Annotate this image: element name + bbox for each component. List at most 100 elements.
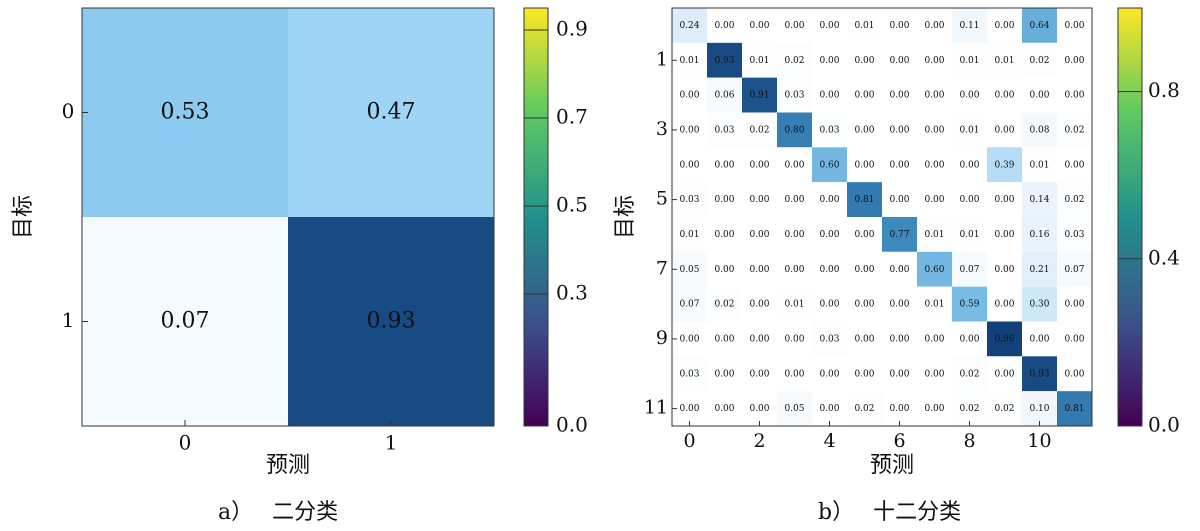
cell-label: 0.14 bbox=[1029, 195, 1049, 205]
cell-label: 0.00 bbox=[1064, 160, 1084, 170]
heatmap-cell bbox=[672, 286, 707, 322]
heatmap-cell bbox=[777, 112, 812, 148]
heatmap-cell bbox=[672, 217, 707, 252]
x-tick-label: 10 bbox=[1027, 430, 1051, 452]
heatmap-cell bbox=[882, 251, 917, 287]
heatmap-cell bbox=[1057, 391, 1092, 426]
cell-label: 0.00 bbox=[749, 404, 769, 414]
cell-label: 0.00 bbox=[994, 21, 1014, 31]
cell-label: 0.02 bbox=[714, 300, 734, 310]
heatmap-cell bbox=[707, 391, 742, 426]
cell-label: 0.00 bbox=[959, 160, 979, 170]
cell-label: 0.00 bbox=[854, 300, 874, 310]
cell-label: 0.00 bbox=[959, 91, 979, 101]
cell-label: 0.00 bbox=[714, 404, 734, 414]
cell-label: 0.01 bbox=[749, 56, 769, 66]
heatmap-cell bbox=[812, 77, 847, 113]
heatmap-cell bbox=[1057, 356, 1092, 392]
heatmap-cell bbox=[952, 77, 987, 113]
cell-label: 0.00 bbox=[854, 160, 874, 170]
y-tick-label: 1 bbox=[62, 308, 75, 332]
cell-label: 0.07 bbox=[1064, 265, 1084, 275]
cell-label: 0.00 bbox=[749, 334, 769, 344]
heatmap-cell bbox=[707, 321, 742, 357]
cell-label: 0.00 bbox=[889, 56, 909, 66]
cell-label: 0.00 bbox=[784, 265, 804, 275]
heatmap-cell bbox=[987, 8, 1022, 43]
heatmap-cell bbox=[777, 42, 812, 78]
cell-label: 0.00 bbox=[994, 300, 1014, 310]
cell-label: 0.00 bbox=[819, 21, 839, 31]
cell-label: 0.93 bbox=[1029, 369, 1049, 379]
x-tick-label: 6 bbox=[893, 430, 905, 452]
cell-label: 0.01 bbox=[784, 300, 804, 310]
cell-label: 0.00 bbox=[854, 334, 874, 344]
x-tick-label: 1 bbox=[385, 431, 398, 455]
heatmap-cell bbox=[812, 182, 847, 217]
cell-label: 0.00 bbox=[924, 404, 944, 414]
heatmap-cell bbox=[812, 217, 847, 252]
heatmap-cell bbox=[1057, 147, 1092, 183]
caption-a-title: 二分类 bbox=[272, 500, 339, 525]
cell-label: 0.05 bbox=[679, 265, 699, 275]
cell-label: 0.00 bbox=[749, 230, 769, 240]
heatmap-cell bbox=[882, 77, 917, 113]
heatmap-cell bbox=[1022, 112, 1057, 148]
heatmap-cell bbox=[812, 112, 847, 148]
caption-b: b） 十二分类 bbox=[818, 494, 961, 526]
heatmap-cell bbox=[952, 182, 987, 217]
heatmap-cell bbox=[672, 8, 707, 43]
cell-label: 0.00 bbox=[889, 195, 909, 205]
cell-label: 0.00 bbox=[854, 265, 874, 275]
cell-label: 0.00 bbox=[819, 265, 839, 275]
heatmap-cell bbox=[847, 286, 882, 322]
heatmap-cell bbox=[742, 286, 777, 322]
cell-label: 0.05 bbox=[784, 404, 804, 414]
heatmap-cell bbox=[742, 217, 777, 252]
heatmap-cell bbox=[777, 321, 812, 357]
cell-label: 0.07 bbox=[161, 309, 210, 334]
heatmap-cell bbox=[917, 112, 952, 148]
cell-label: 0.60 bbox=[924, 265, 944, 275]
x-axis-label: 预测 bbox=[266, 453, 310, 478]
cell-label: 0.00 bbox=[714, 369, 734, 379]
cell-label: 0.00 bbox=[784, 21, 804, 31]
heatmap-cell bbox=[812, 42, 847, 78]
heatmap-cell bbox=[882, 321, 917, 357]
cell-label: 0.02 bbox=[749, 125, 769, 135]
cell-label: 0.91 bbox=[749, 91, 769, 101]
cell-label: 0.00 bbox=[959, 334, 979, 344]
heatmap-cell bbox=[882, 217, 917, 252]
heatmap-cell bbox=[812, 251, 847, 287]
heatmap-cell bbox=[987, 286, 1022, 322]
cell-label: 0.00 bbox=[889, 91, 909, 101]
y-tick-label: 9 bbox=[656, 327, 668, 349]
cell-label: 0.02 bbox=[1029, 56, 1049, 66]
heatmap-cell bbox=[742, 147, 777, 183]
cell-label: 0.81 bbox=[1064, 404, 1084, 414]
cell-label: 0.00 bbox=[889, 300, 909, 310]
cell-label: 0.39 bbox=[994, 160, 1014, 170]
cell-label: 0.80 bbox=[784, 125, 804, 135]
y-tick-label: 0 bbox=[62, 99, 75, 123]
heatmap-cell bbox=[707, 8, 742, 43]
cell-label: 0.00 bbox=[784, 160, 804, 170]
cell-label: 0.03 bbox=[819, 334, 839, 344]
heatmap-cell bbox=[917, 251, 952, 287]
cell-label: 0.59 bbox=[959, 300, 979, 310]
cell-label: 0.00 bbox=[1064, 21, 1084, 31]
heatmap-cell bbox=[987, 182, 1022, 217]
y-tick-label: 11 bbox=[644, 397, 668, 419]
cell-label: 0.00 bbox=[749, 160, 769, 170]
caption-b-title: 十二分类 bbox=[873, 500, 962, 525]
cell-label: 0.81 bbox=[854, 195, 874, 205]
heatmap-cell bbox=[952, 112, 987, 148]
heatmap-cell bbox=[707, 286, 742, 322]
cell-label: 0.01 bbox=[679, 56, 699, 66]
heatmap-cell bbox=[1057, 77, 1092, 113]
heatmap-cell bbox=[952, 321, 987, 357]
heatmap-cell bbox=[777, 356, 812, 392]
heatmap-cell bbox=[1022, 8, 1057, 43]
cell-label: 0.00 bbox=[924, 160, 944, 170]
heatmap-cell bbox=[917, 217, 952, 252]
